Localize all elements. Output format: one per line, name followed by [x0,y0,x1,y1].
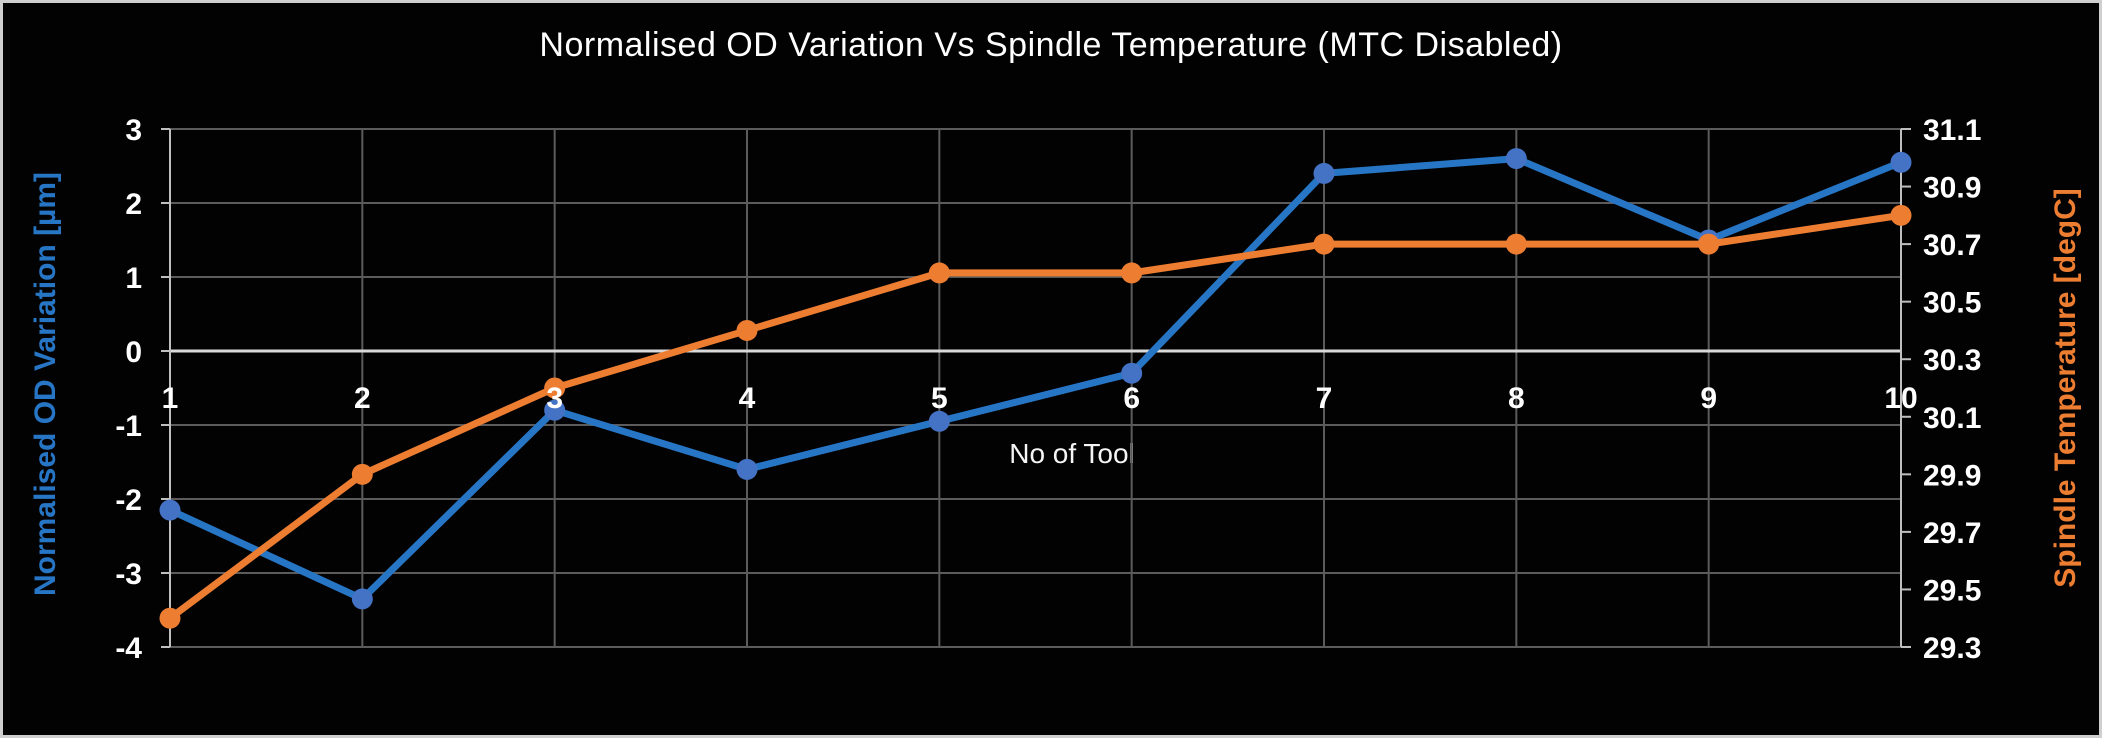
svg-text:0: 0 [125,336,142,369]
svg-text:3: 3 [125,114,142,147]
x-axis-title: No of Tool [1009,438,1135,469]
svg-text:-1: -1 [115,410,142,443]
svg-text:9: 9 [1700,382,1717,415]
svg-text:-4: -4 [115,632,142,665]
svg-text:31.1: 31.1 [1923,114,1981,147]
svg-text:8: 8 [1508,382,1525,415]
svg-text:-2: -2 [115,484,142,517]
svg-text:29.7: 29.7 [1923,517,1981,550]
svg-text:30.5: 30.5 [1923,287,1981,320]
svg-text:30.9: 30.9 [1923,172,1981,205]
svg-text:30.1: 30.1 [1923,402,1981,435]
svg-text:29.3: 29.3 [1923,632,1981,665]
svg-text:3: 3 [546,382,563,415]
svg-text:1: 1 [125,262,142,295]
svg-text:7: 7 [1316,382,1333,415]
series-spindle-temp-line [166,211,1905,622]
svg-text:4: 4 [739,382,756,415]
svg-text:1: 1 [162,382,179,415]
right-tick-labels: 31.1 30.9 30.7 30.5 30.3 30.1 29.9 29.7 29.5 29.3 [1923,114,1981,665]
svg-text:2: 2 [125,188,142,221]
left-tick-labels: 3 2 1 0 -1 -2 -3 -4 [115,114,142,665]
svg-text:-3: -3 [115,558,142,591]
chart-title: Normalised OD Variation Vs Spindle Tempe… [539,26,1563,64]
svg-text:2: 2 [354,382,371,415]
svg-text:30.3: 30.3 [1923,344,1981,377]
series-spindle-temp-markers [159,204,1912,629]
svg-text:30.7: 30.7 [1923,229,1981,262]
left-axis-line [161,128,171,648]
vertical-gridlines [169,129,1902,647]
svg-text:29.5: 29.5 [1923,574,1981,607]
svg-text:6: 6 [1123,382,1140,415]
svg-text:10: 10 [1884,382,1917,415]
series-od-variation-line [166,155,1905,603]
horizontal-gridlines [170,128,1901,648]
x-tick-labels: 1 2 3 4 5 6 7 8 9 10 [162,382,1918,415]
svg-text:5: 5 [931,382,948,415]
svg-text:29.9: 29.9 [1923,459,1981,492]
